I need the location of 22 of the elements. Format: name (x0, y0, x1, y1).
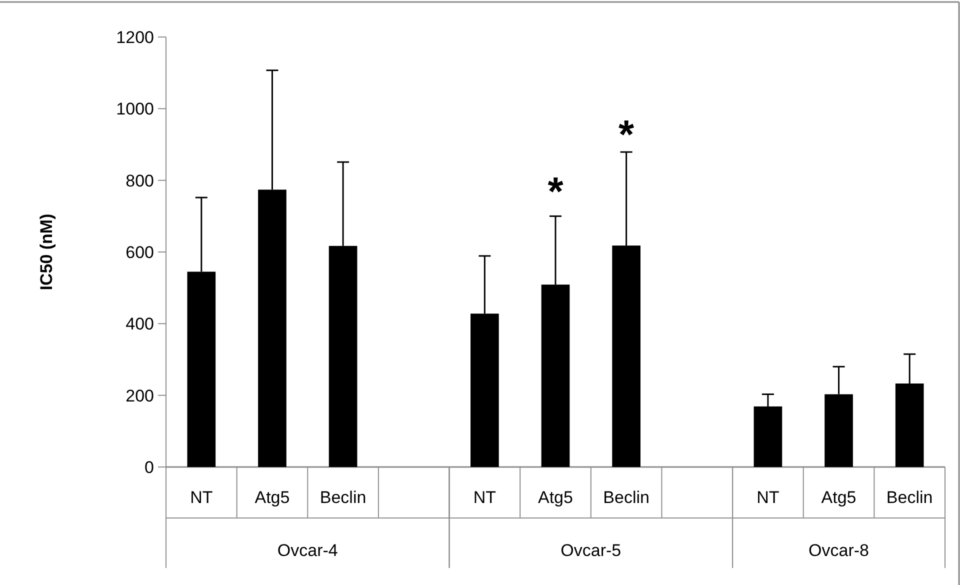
x-tick-label: Atg5 (254, 488, 290, 507)
text: Ovcar-5 (560, 541, 622, 560)
x-tick-label: Atg5 (538, 488, 573, 507)
x-tick-label: NT (756, 488, 780, 507)
x-tick-label: Beclin (603, 488, 650, 507)
y-tick-label: 800 (126, 171, 154, 190)
annotation: * (618, 113, 635, 157)
y-tick-label: 600 (126, 242, 154, 262)
y-tick-label: 400 (126, 314, 154, 334)
x-tick-label: NT (473, 488, 496, 507)
text: Ovcar-4 (277, 541, 338, 560)
text: Ovcar-8 (808, 541, 870, 560)
x-tick-label: NT (190, 488, 213, 507)
x-tick-label: Beclin (320, 488, 366, 507)
y-axis-title: IC50 (nM) (37, 214, 56, 290)
annotation: * (548, 170, 564, 214)
x-tick-label: Beclin (886, 488, 933, 507)
x-tick-label: Atg5 (821, 488, 856, 507)
y-tick-label: 0 (144, 458, 154, 477)
y-tick-label: 1000 (116, 100, 154, 119)
y-tick-label: 1200 (116, 28, 154, 47)
y-tick-label: 200 (126, 386, 154, 406)
